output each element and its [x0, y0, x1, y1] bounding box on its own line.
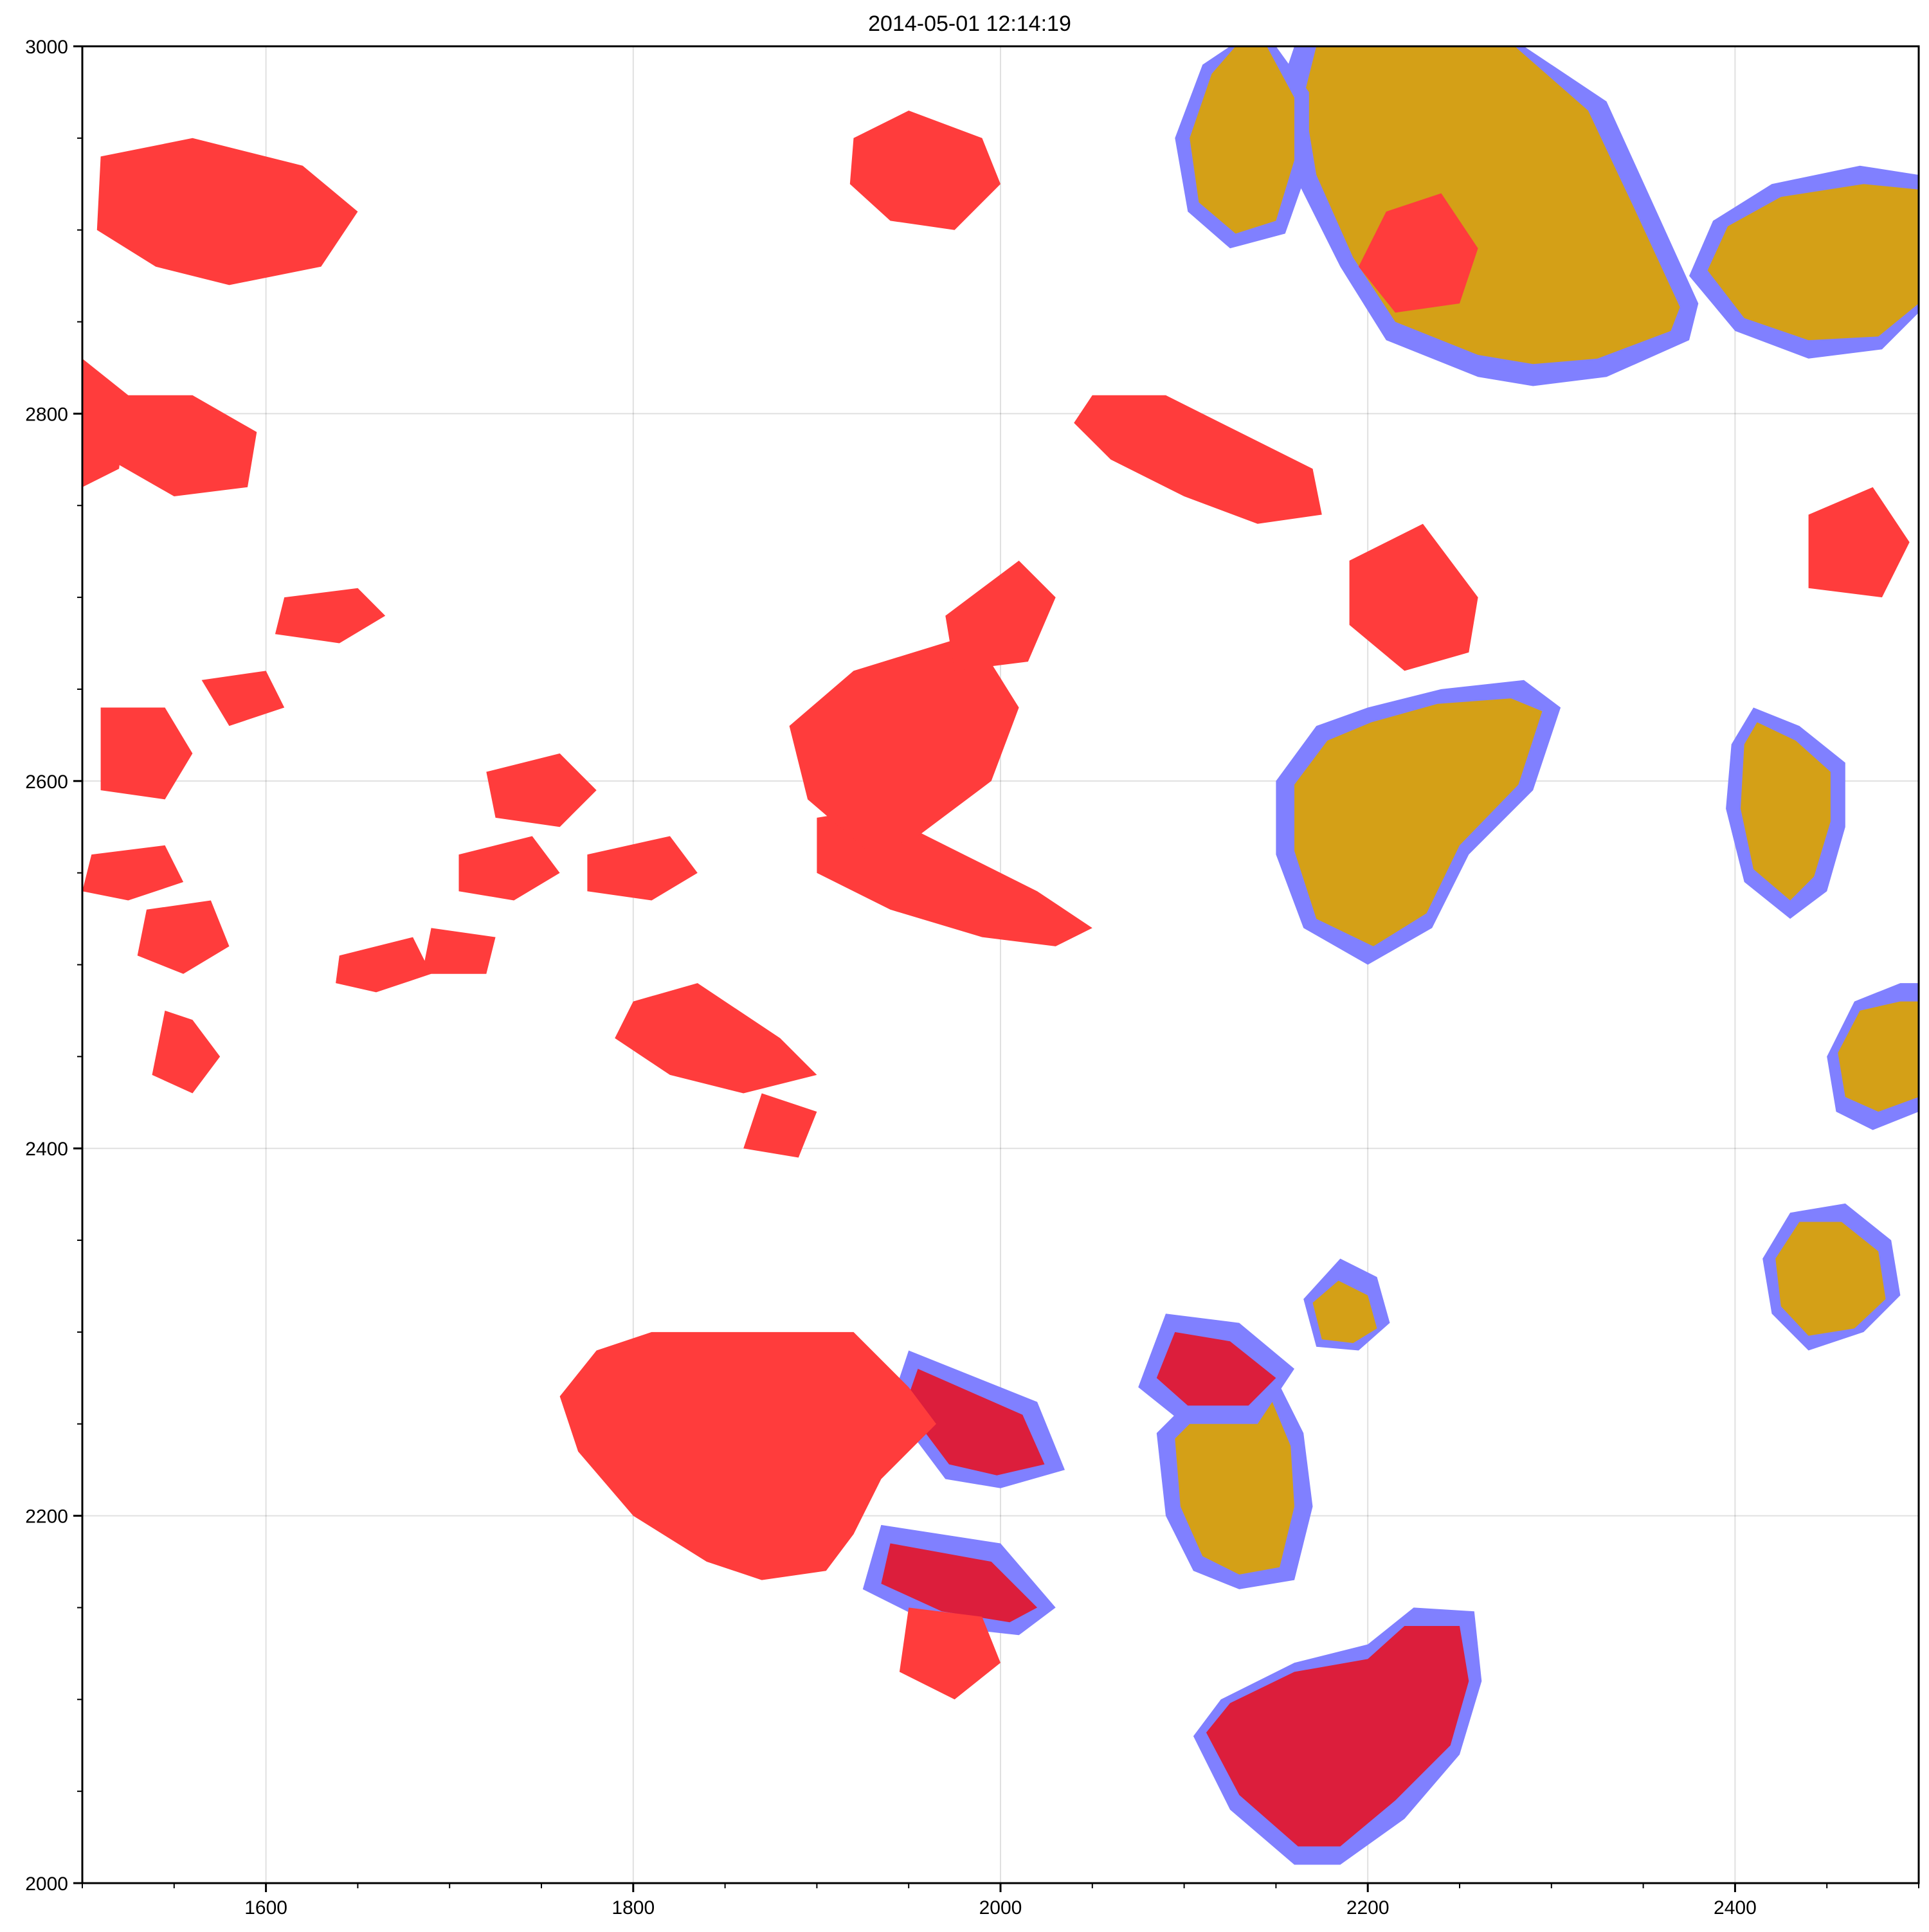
region-gold — [1303, 46, 1680, 365]
x-tick-label: 1800 — [611, 1897, 655, 1918]
region-gold — [1175, 1402, 1294, 1575]
region-red — [615, 983, 817, 1094]
region-gold — [1294, 698, 1543, 946]
chart-title: 2014-05-01 12:14:19 — [868, 12, 1071, 36]
y-tick-label: 2200 — [25, 1506, 68, 1528]
x-tick-label: 1600 — [244, 1897, 287, 1918]
region-red — [82, 845, 184, 901]
tick-labels: 1600 1800 2000 2200 2400 2000 2200 2400 2600 2800… — [25, 37, 1757, 1918]
region-gold — [1190, 46, 1294, 234]
region-red — [152, 1010, 221, 1094]
region-overlap — [881, 1543, 1038, 1623]
region-red — [899, 1607, 1001, 1700]
y-tick-label: 2000 — [25, 1873, 68, 1895]
region-red — [201, 671, 285, 727]
region-red — [743, 1093, 817, 1158]
region-red — [1074, 395, 1322, 524]
region-red — [458, 836, 560, 901]
region-red — [1349, 523, 1478, 671]
region-red — [422, 928, 496, 974]
region-overlap — [905, 1369, 1045, 1476]
region-red — [137, 900, 230, 974]
y-tick-label: 2600 — [25, 772, 68, 793]
region-red — [109, 395, 257, 496]
region-red — [1358, 193, 1478, 313]
plot-regions — [82, 46, 1919, 1865]
region-red — [1808, 487, 1910, 598]
region-overlap — [1206, 1626, 1469, 1846]
x-tick-label: 2200 — [1346, 1897, 1390, 1918]
region-gold — [1312, 1280, 1377, 1343]
region-gold — [1838, 1001, 1919, 1112]
region-red — [789, 634, 1019, 855]
y-tick-label: 2400 — [25, 1139, 68, 1160]
region-red — [96, 138, 358, 285]
x-tick-label: 2400 — [1714, 1897, 1757, 1918]
region-red — [82, 358, 129, 487]
region-gold — [1741, 722, 1831, 901]
region-red — [100, 707, 193, 800]
region-red — [559, 1332, 936, 1580]
region-red — [945, 561, 1056, 671]
region-overlap — [1156, 1332, 1276, 1406]
region-red — [849, 111, 1001, 230]
y-tick-label: 3000 — [25, 37, 68, 58]
y-tick-label: 2800 — [25, 404, 68, 425]
region-gold — [1775, 1222, 1886, 1336]
region-red — [275, 588, 386, 644]
axis-ticks — [73, 45, 1919, 1892]
region-red — [486, 753, 597, 827]
x-tick-label: 2000 — [979, 1897, 1022, 1918]
region-red — [336, 937, 431, 993]
region-red — [587, 836, 698, 901]
region-gold — [1707, 184, 1919, 341]
